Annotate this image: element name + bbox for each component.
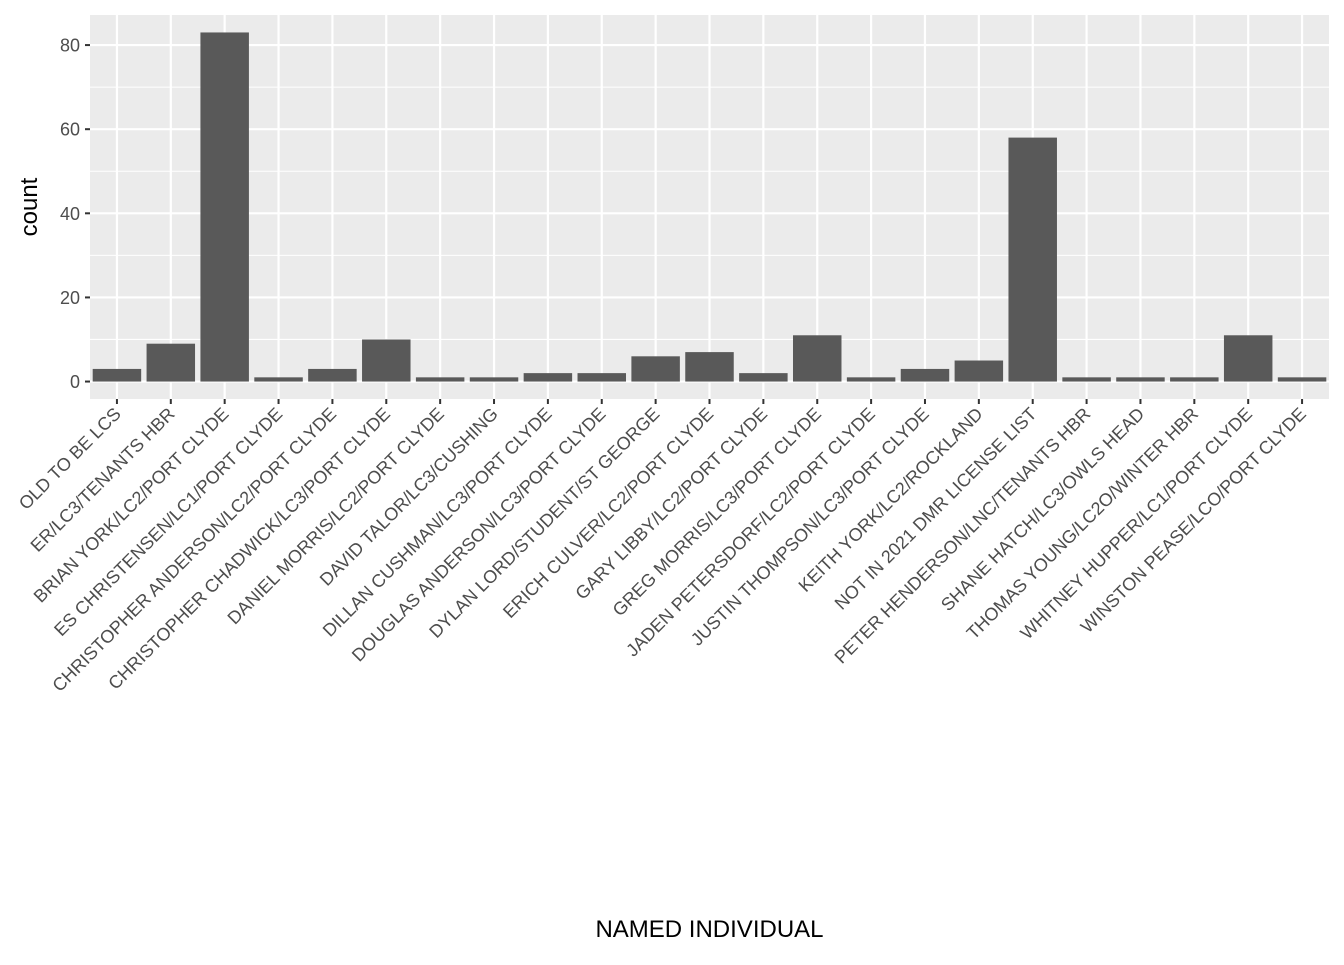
- bar: [200, 32, 249, 382]
- bar: [631, 356, 680, 382]
- bar: [254, 377, 303, 382]
- bar: [1170, 377, 1219, 382]
- bar: [1277, 377, 1327, 382]
- bar: [685, 352, 734, 382]
- y-tick-label: 80: [60, 36, 80, 56]
- x-tick-label: GARY LIBBY/LC2/PORT CLYDE: [571, 404, 771, 604]
- bar: [308, 368, 357, 382]
- x-tick-label: JADEN PETERSDORF/LC2/PORT CLYDE: [622, 404, 879, 661]
- bar: [739, 373, 788, 382]
- bar: [1116, 377, 1165, 382]
- y-axis: 0 20 40 60 80: [60, 36, 90, 392]
- bar: [92, 368, 142, 382]
- bar: [362, 339, 411, 382]
- y-tick-label: 20: [60, 288, 80, 308]
- bar: [577, 373, 627, 382]
- y-tick-label: 60: [60, 120, 80, 140]
- x-tick-label: DOUGLAS ANDERSON/LC3/PORT CLYDE: [348, 404, 610, 666]
- bar: [792, 335, 842, 382]
- y-tick-label: 40: [60, 204, 80, 224]
- bar: [469, 377, 519, 382]
- bar: [1223, 335, 1273, 382]
- bar: [1008, 137, 1057, 382]
- bars: [92, 32, 1327, 382]
- bar: [954, 360, 1004, 382]
- bar: [523, 373, 573, 382]
- bar: [1062, 377, 1111, 382]
- x-axis-title: NAMED INDIVIDUAL: [595, 916, 823, 943]
- bar: [846, 377, 896, 382]
- bar: [146, 343, 196, 382]
- y-axis-title: count: [16, 177, 43, 236]
- x-tick-label: BRIAN YORK/LC2/PORT CLYDE: [30, 404, 233, 607]
- bar: [900, 368, 950, 382]
- bar: [415, 377, 465, 382]
- grid-lines: [90, 15, 1329, 399]
- y-tick-label: 0: [70, 372, 80, 392]
